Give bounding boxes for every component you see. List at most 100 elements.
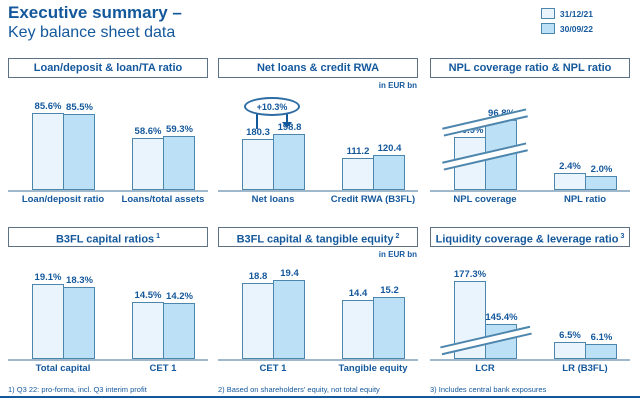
bottom-divider [0,396,640,398]
bar-value-label: 2.0% [590,164,613,175]
bar-chart: 90.9% 96.8% 2.4% 2.0% [430,78,630,192]
bar-value-label: 19.4 [280,268,299,279]
bar-group: 14.4 15.2 [342,285,405,359]
footnote-marker: 3 [620,233,625,240]
category-labels: Loan/deposit ratio Loans/total assets [8,194,208,207]
category-label: Tangible equity [338,363,408,374]
bar-column: 59.3% [163,124,195,190]
bar-period1 [132,302,164,359]
panel-npl-ratios: NPL coverage ratio & NPL ratio 90.9% 96.… [430,58,630,207]
panel-liquidity-leverage: Liquidity coverage & leverage ratio 3 177… [430,227,630,394]
bar-column: 14.2% [163,291,195,359]
bar-value-label: 85.6% [34,101,62,112]
bar-column: 6.5% [554,330,586,359]
bar-group: 180.3 198.8 [242,122,305,190]
bar-period1 [32,284,64,359]
panel-capital-tangible-equity: B3FL capital & tangible equity 2 in EUR b… [218,227,418,394]
category-label: NPL ratio [563,194,607,205]
bar-period2 [163,136,195,190]
bar-column: 58.6% [132,126,164,190]
bar-period1 [342,158,374,190]
panel-title: NPL coverage ratio & NPL ratio [430,58,630,78]
bar-chart: in EUR bn 18.8 19.4 14.4 15.2 [218,247,418,361]
annotation-arrow-head-icon [282,122,292,128]
bar-column: 180.3 [242,127,274,190]
bar-column: 18.3% [63,275,95,359]
bar-period1 [554,173,586,190]
bar-value-label: 180.3 [246,127,270,138]
panel-title-text: Loan/deposit & loan/TA ratio [33,62,183,74]
footnote: 1) Q3 22: pro-forma, incl. Q3 interim pr… [8,385,147,394]
bar-value-label: 18.8 [248,271,268,282]
bar-period1 [32,113,64,190]
footnote: 3) Includes central bank exposures [430,385,547,394]
category-label: Total capital [35,363,91,374]
bar-column: 19.4 [273,268,305,359]
panel-title-text: B3FL capital ratios [55,233,155,246]
panel-title: B3FL capital & tangible equity 2 [218,227,418,247]
category-labels: LCR LR (B3FL) [430,363,630,376]
legend-swatch-period2 [540,23,555,34]
bar-period1 [554,342,586,359]
bar-value-label: 145.4% [485,312,518,323]
bar-column: 85.5% [63,102,95,190]
bar-column: 14.5% [132,290,164,359]
category-label: Net loans [251,194,295,205]
category-label: LCR [475,363,495,374]
panel-net-loans-rwa: Net loans & credit RWA in EUR bn 180.3 1… [218,58,418,207]
bar-period2 [273,280,305,359]
bar-value-label: 6.5% [559,330,581,341]
legend-label-period1: 31/12/21 [559,8,593,19]
bar-period2 [585,176,617,190]
bar-column: 19.1% [32,272,64,359]
legend-item-period1: 31/12/21 [540,8,593,19]
bar-column: 120.4 [373,143,405,190]
category-label: LR (B3FL) [562,363,608,374]
panel-title: Liquidity coverage & leverage ratio 3 [430,227,630,247]
annotation-connector-line [256,113,258,129]
legend-swatch-period1 [540,8,555,19]
footnote-marker: 2 [395,233,400,240]
panel-title: B3FL capital ratios 1 [8,227,208,247]
unit-note: in EUR bn [378,250,417,259]
bar-value-label: 2.4% [559,161,581,172]
legend-item-period2: 30/09/22 [540,23,593,34]
bar-group: 58.6% 59.3% [132,124,195,190]
bar-group: 111.2 120.4 [342,143,405,190]
bar-column: 18.8 [242,271,274,359]
bar-value-label: 14.4 [348,288,368,299]
bar-chart: 85.6% 85.5% 58.6% 59.3% [8,78,208,192]
panel-capital-ratios: B3FL capital ratios 1 19.1% 18.3% 14.5% [8,227,208,394]
bar-period2 [163,303,195,359]
bar-column: 85.6% [32,101,64,190]
bar-column: 14.4 [342,288,374,359]
bar-group: 14.5% 14.2% [132,290,195,359]
bar-value-label: 177.3% [453,269,487,280]
bar-value-label: 18.3% [66,275,93,286]
bar-value-label: 85.5% [66,102,93,113]
bar-value-label: 15.2 [380,285,399,296]
page-title: Executive summary – [8,3,182,22]
legend-label-period2: 30/09/22 [559,23,593,34]
category-label: NPL coverage [453,194,517,205]
bar-chart: in EUR bn 180.3 198.8 111.2 120.4 [218,78,418,192]
category-labels: NPL coverage NPL ratio [430,194,630,207]
panel-title-text: Net loans & credit RWA [256,62,380,74]
bar-value-label: 14.5% [134,290,162,301]
bar-period2 [273,134,305,190]
bar-value-label: 120.4 [377,143,402,154]
category-labels: Net loans Credit RWA (B3FL) [218,194,418,207]
unit-note: in EUR bn [378,81,417,90]
bar-group: 19.1% 18.3% [32,272,95,359]
bar-group: 18.8 19.4 [242,268,305,359]
bar-column: 111.2 [342,146,374,190]
bar-period1 [242,283,274,359]
category-label: Loans/total assets [121,194,205,205]
panel-title-text: Liquidity coverage & leverage ratio [435,233,619,246]
bar-group: 6.5% 6.1% [554,330,617,359]
bar-value-label: 59.3% [166,124,193,135]
bar-period2 [373,297,405,359]
legend: 31/12/21 30/09/22 [540,8,593,38]
bar-period2 [585,344,617,359]
